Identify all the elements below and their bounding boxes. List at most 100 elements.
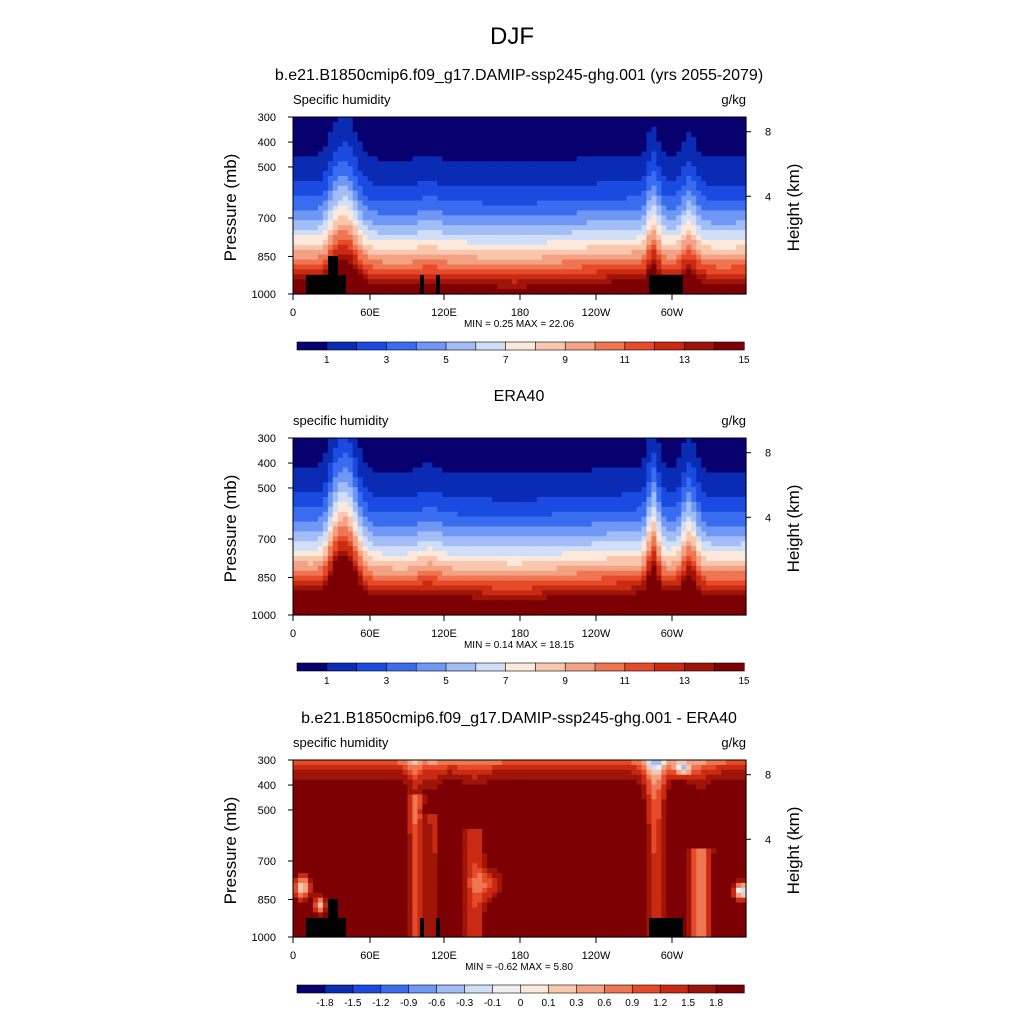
contour-cell	[432, 117, 438, 123]
colorbar-segment	[713, 341, 745, 351]
contour-cell	[561, 259, 568, 266]
contour-cell	[736, 497, 742, 503]
contour-cell	[661, 438, 667, 444]
contour-cell	[741, 195, 747, 202]
contour-cell	[661, 225, 667, 231]
contour-cell	[656, 200, 662, 207]
contour-cell	[706, 442, 712, 449]
contour-cell	[442, 215, 448, 221]
contour-cell	[546, 501, 553, 508]
contour-cell	[512, 492, 518, 498]
contour-cell	[526, 156, 533, 162]
contour-cell	[437, 244, 443, 251]
contour-cell	[566, 126, 573, 133]
contour-cell	[492, 230, 498, 236]
contour-cell	[656, 126, 662, 133]
contour-cell	[417, 180, 424, 187]
contour-cell	[492, 482, 498, 488]
contour-cell	[666, 171, 672, 177]
contour-cell	[352, 171, 359, 177]
contour-cell	[736, 146, 742, 153]
contour-cell	[357, 156, 364, 162]
contour-cell	[571, 136, 578, 143]
contour-cell	[716, 259, 722, 266]
contour-cell	[517, 146, 523, 153]
contour-cell	[561, 126, 568, 133]
contour-cell	[626, 264, 633, 271]
contour-cell	[477, 279, 483, 285]
contour-cell	[731, 244, 737, 251]
contour-cell	[427, 171, 433, 177]
contour-cell	[631, 215, 638, 221]
contour-cell	[362, 501, 369, 508]
contour-cell	[392, 215, 399, 221]
contour-cell	[631, 482, 638, 488]
contour-cell	[721, 497, 727, 503]
contour-cell	[342, 259, 349, 266]
contour-cell	[716, 284, 722, 290]
contour-cell	[666, 215, 672, 221]
contour-cell	[526, 259, 533, 266]
contour-cell	[507, 146, 513, 153]
contour-cell	[731, 156, 737, 162]
contour-cell	[487, 254, 493, 261]
contour-cell	[681, 254, 687, 261]
contour-cell	[681, 205, 687, 212]
contour-cell	[571, 279, 578, 285]
contour-cell	[512, 171, 518, 177]
contour-cell	[721, 117, 727, 123]
contour-cell	[477, 254, 483, 261]
contour-cell	[487, 497, 493, 503]
contour-cell	[362, 442, 369, 449]
contour-cell	[492, 447, 498, 454]
contour-cell	[357, 215, 364, 221]
contour-cell	[407, 176, 414, 182]
contour-cell	[312, 176, 319, 182]
contour-cell	[442, 521, 448, 528]
contour-cell	[307, 457, 314, 464]
contour-cell	[636, 225, 643, 231]
contour-cell	[482, 180, 488, 187]
contour-cell	[591, 244, 598, 251]
contour-cell	[551, 225, 558, 231]
contour-cell	[297, 225, 304, 231]
contour-cell	[437, 447, 443, 454]
contour-cell	[656, 482, 662, 488]
contour-cell	[716, 190, 722, 197]
contour-cell	[741, 146, 747, 153]
contour-cell	[492, 506, 498, 513]
contour-cell	[487, 121, 493, 128]
contour-cell	[651, 156, 657, 162]
contour-cell	[482, 166, 488, 172]
contour-cell	[606, 230, 613, 236]
contour-cell	[367, 467, 374, 474]
contour-cell	[656, 171, 662, 177]
contour-cell	[297, 117, 304, 123]
contour-cell	[651, 151, 657, 157]
contour-cell	[626, 235, 633, 241]
contour-cell	[517, 501, 523, 508]
contour-cell	[297, 235, 304, 241]
contour-cell	[427, 146, 433, 153]
contour-cell	[716, 136, 722, 143]
contour-cell	[397, 447, 404, 454]
contour-cell	[686, 136, 692, 143]
contour-cell	[521, 289, 528, 295]
contour-cell	[541, 161, 548, 167]
contour-cell	[507, 462, 513, 469]
contour-cell	[536, 220, 543, 226]
contour-cell	[631, 161, 638, 167]
contour-cell	[302, 156, 309, 162]
contour-cell	[367, 244, 374, 251]
contour-cell	[571, 176, 578, 182]
contour-cell	[302, 259, 309, 266]
contour-cell	[556, 166, 563, 172]
contour-cell	[636, 289, 643, 295]
contour-cell	[487, 180, 493, 187]
contour-cell	[716, 239, 722, 246]
contour-cell	[377, 156, 384, 162]
contour-cell	[293, 146, 299, 153]
contour-cell	[686, 442, 692, 449]
contour-cell	[661, 447, 667, 454]
contour-cell	[447, 467, 453, 474]
